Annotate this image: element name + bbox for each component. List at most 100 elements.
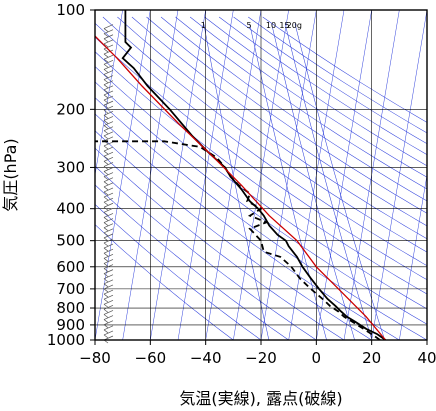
wind-barb bbox=[103, 238, 114, 247]
wind-barb bbox=[103, 49, 114, 58]
wind-barb-flag bbox=[103, 314, 109, 318]
wind-barb bbox=[103, 116, 114, 124]
dry-adiabat-line bbox=[233, 16, 427, 145]
wind-barb-flag bbox=[103, 288, 109, 293]
wind-barb bbox=[103, 264, 114, 272]
wind-barb-flag bbox=[103, 206, 109, 211]
wind-barb-flag bbox=[103, 125, 109, 129]
wind-barb-flag bbox=[103, 38, 109, 43]
wind-barb bbox=[103, 146, 114, 155]
wind-barb-shaft bbox=[103, 116, 114, 121]
wind-barb bbox=[103, 305, 114, 313]
wind-barb bbox=[103, 294, 114, 303]
wind-barb bbox=[103, 289, 114, 298]
wind-barb-shaft bbox=[103, 279, 114, 285]
wind-barb bbox=[103, 70, 114, 78]
dewpoint-series-line bbox=[95, 140, 381, 340]
dry-adiabat-line bbox=[102, 16, 427, 253]
wind-barb bbox=[103, 269, 114, 277]
wind-barb-shaft bbox=[103, 95, 114, 101]
wind-barb-shaft bbox=[103, 213, 114, 218]
wind-barb bbox=[103, 39, 114, 48]
mixing-ratio-label: 10 bbox=[266, 21, 276, 30]
parcel-series-line bbox=[95, 35, 386, 340]
wind-barb-flag bbox=[103, 293, 109, 298]
wind-barb-shaft bbox=[103, 269, 114, 274]
wind-barb bbox=[103, 29, 114, 37]
wind-barb-flag bbox=[103, 69, 109, 73]
wind-barb-flag bbox=[103, 166, 109, 170]
wind-barb bbox=[103, 156, 114, 165]
isotherm-line bbox=[426, 338, 427, 340]
wind-barb bbox=[103, 187, 114, 196]
wind-barb-flag bbox=[103, 176, 109, 180]
x-tick-label: −40 bbox=[190, 349, 222, 367]
wind-barb-flag bbox=[103, 43, 109, 48]
y-tick-label: 400 bbox=[56, 200, 85, 218]
wind-barb bbox=[103, 162, 114, 170]
wind-barb-shaft bbox=[103, 294, 114, 300]
series-group bbox=[95, 10, 387, 340]
wind-barb bbox=[103, 233, 114, 242]
dry-adiabat-line bbox=[95, 130, 373, 340]
wind-barb-flag bbox=[103, 201, 109, 206]
wind-barb-flag bbox=[103, 63, 109, 68]
wind-barb bbox=[103, 34, 114, 43]
wind-barb-flag bbox=[103, 258, 109, 262]
wind-barb-flag bbox=[103, 181, 109, 185]
wind-barb-shaft bbox=[103, 80, 114, 86]
wind-barb-flag bbox=[103, 242, 109, 247]
dry-adiabat-line bbox=[218, 16, 427, 155]
wind-barb-flag bbox=[103, 196, 109, 201]
wind-barb bbox=[103, 315, 114, 323]
y-tick-label: 800 bbox=[56, 299, 85, 317]
dry-adiabat-line bbox=[189, 16, 427, 178]
wind-barb-flag bbox=[103, 84, 109, 88]
temperature-series-line bbox=[121, 10, 387, 340]
dry-adiabat-line bbox=[95, 36, 427, 280]
wind-barb bbox=[103, 253, 114, 262]
wind-barb-shaft bbox=[103, 111, 114, 116]
wind-barb bbox=[103, 172, 114, 180]
wind-barb-shaft bbox=[103, 228, 114, 234]
wind-barb-shaft bbox=[103, 197, 114, 203]
wind-barb bbox=[103, 213, 114, 221]
isotherm-line bbox=[399, 173, 427, 340]
wind-barb-shaft bbox=[103, 105, 114, 111]
wind-barb bbox=[103, 24, 114, 32]
wind-barb bbox=[103, 259, 114, 267]
wind-barb-shaft bbox=[103, 141, 114, 147]
y-tick-label: 700 bbox=[56, 280, 85, 298]
y-tick-label: 1000 bbox=[47, 331, 85, 349]
wind-barb-flag bbox=[103, 74, 109, 78]
wind-barb-flag bbox=[103, 298, 109, 303]
mixing-ratio-line bbox=[284, 23, 373, 340]
isotherm-line bbox=[260, 10, 317, 340]
background-lines bbox=[95, 10, 427, 340]
wind-barb-flag bbox=[103, 120, 109, 124]
wind-barb bbox=[103, 299, 114, 308]
wind-barb-shaft bbox=[103, 223, 114, 228]
wind-barb bbox=[103, 151, 114, 160]
wind-barb-flag bbox=[103, 58, 109, 63]
wind-barb-shaft bbox=[103, 70, 114, 75]
wind-barb-shaft bbox=[103, 325, 114, 331]
wind-barb-shaft bbox=[103, 177, 114, 183]
wind-barb-flag bbox=[103, 278, 109, 283]
isotherm-line bbox=[205, 10, 262, 340]
wind-barb bbox=[103, 218, 114, 226]
x-tick-label: −80 bbox=[79, 349, 111, 367]
wind-barb bbox=[103, 75, 114, 83]
wind-barb bbox=[103, 330, 114, 339]
wind-barb-shaft bbox=[103, 264, 114, 269]
wind-barb-shaft bbox=[103, 34, 114, 40]
wind-barb-shaft bbox=[103, 136, 114, 142]
wind-barb bbox=[103, 100, 114, 109]
wind-barb-flag bbox=[103, 237, 109, 242]
x-tick-label: 0 bbox=[312, 349, 322, 367]
wind-barb-flag bbox=[103, 252, 109, 257]
wind-barb bbox=[103, 310, 114, 318]
wind-barb-flag bbox=[103, 53, 109, 58]
